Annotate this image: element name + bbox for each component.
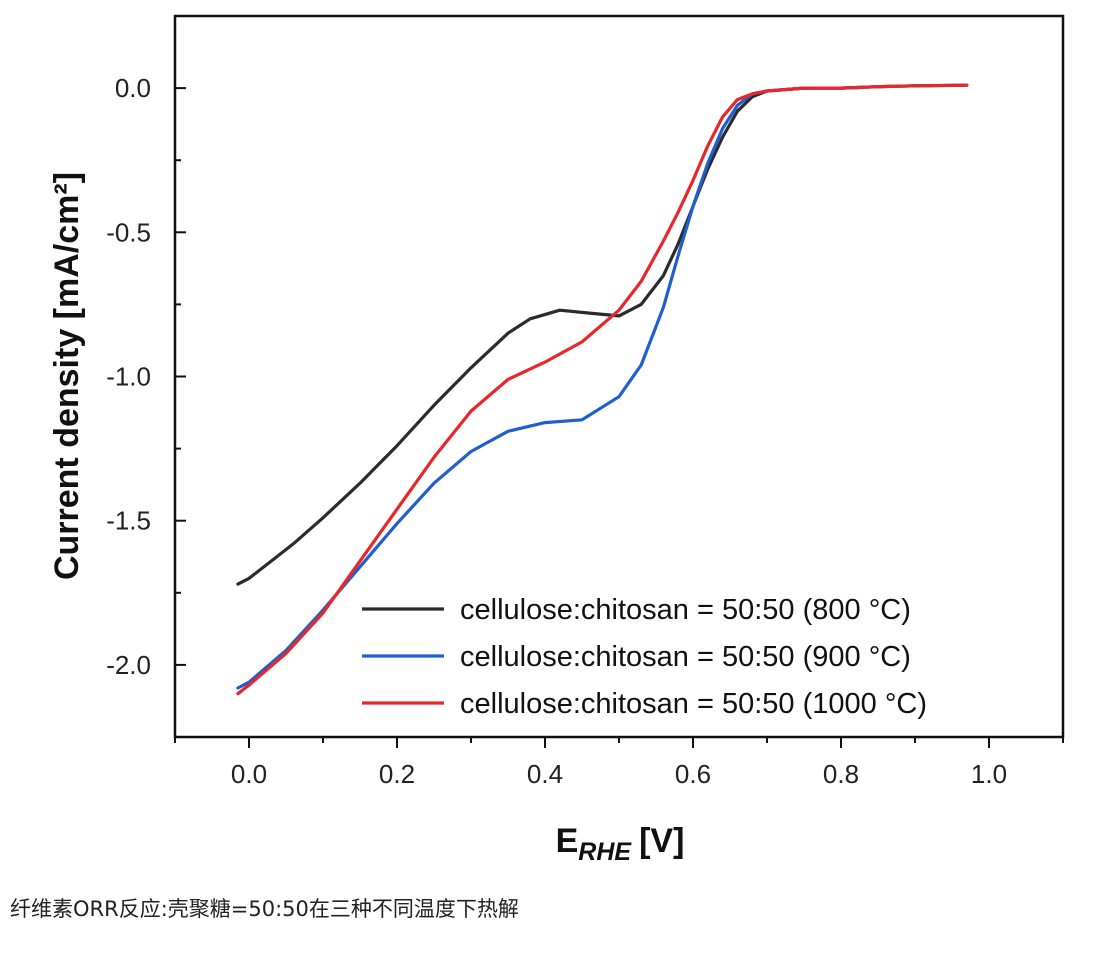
legend-label-3: cellulose:chitosan = 50:50 (1000 °C) <box>460 688 927 720</box>
x-tick-label: 0.6 <box>675 759 711 789</box>
x-axis-title-main: E <box>556 822 579 860</box>
legend-label-2: cellulose:chitosan = 50:50 (900 °C) <box>460 641 911 673</box>
x-axis-title: ERHE [V] <box>556 822 685 866</box>
x-tick-label: 1.0 <box>971 759 1007 789</box>
series-line-1 <box>236 83 969 586</box>
x-tick-label: 0.0 <box>231 759 267 789</box>
x-tick-label: 0.8 <box>823 759 859 789</box>
chart: 0.0 -0.5 -1.0 -1.5 -2.0 0.0 0.2 0.4 0.6 0.8 1.0 c… <box>48 14 1065 866</box>
legend: cellulose:chitosan = 50:50 (800 °C) cellu… <box>362 594 927 720</box>
x-tick-label: 0.4 <box>527 759 563 789</box>
y-tick-label: -1.5 <box>106 506 151 536</box>
x-axis-title-subscript: RHE <box>578 838 632 866</box>
y-axis-title: Current density [mA/cm²] <box>48 172 86 580</box>
y-axis: 0.0 -0.5 -1.0 -1.5 -2.0 <box>106 15 186 738</box>
series-group <box>236 83 969 696</box>
figure-caption: 纤维素ORR反应:壳聚糖=50:50在三种不同温度下热解 <box>10 897 519 921</box>
y-tick-label: 0.0 <box>115 73 151 103</box>
series-line-3 <box>236 83 969 696</box>
x-axis-title-unit: [V] <box>639 822 684 860</box>
x-tick-label: 0.2 <box>379 759 415 789</box>
y-tick-label: -2.0 <box>106 650 151 680</box>
x-axis: 0.0 0.2 0.4 0.6 0.8 1.0 <box>174 737 1064 789</box>
legend-label-1: cellulose:chitosan = 50:50 (800 °C) <box>460 594 911 626</box>
y-tick-label: -0.5 <box>106 217 151 247</box>
y-tick-label: -1.0 <box>106 362 151 392</box>
